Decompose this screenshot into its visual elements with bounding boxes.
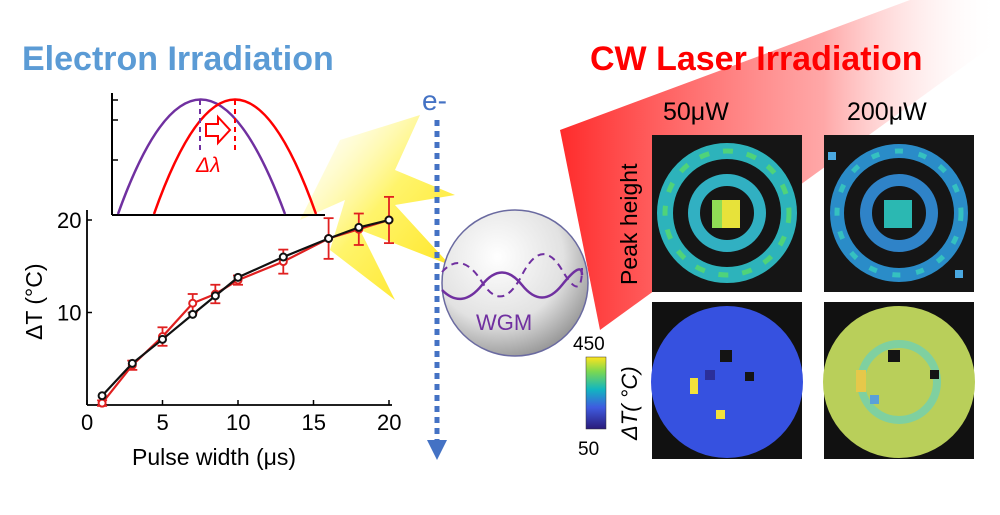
laser-irradiation-title: CW Laser Irradiation bbox=[590, 40, 923, 78]
simulation-point bbox=[127, 358, 137, 368]
colorbar-min-label: 50 bbox=[578, 439, 599, 460]
x-tick-label: 0 bbox=[81, 410, 93, 435]
electron-beam-label: e- bbox=[422, 85, 447, 116]
y-axis-label: ΔT (°C) bbox=[21, 263, 47, 340]
x-tick-label: 15 bbox=[302, 410, 326, 435]
y-tick-label: 20 bbox=[57, 208, 81, 233]
x-tick-label: 10 bbox=[226, 410, 250, 435]
delta-t-map-50uw bbox=[651, 302, 803, 459]
shift-arrow-icon bbox=[205, 114, 232, 146]
microsphere bbox=[441, 209, 589, 357]
power-label-50: 50μW bbox=[663, 98, 729, 126]
wgm-label: WGM bbox=[476, 310, 532, 335]
x-tick-label: 20 bbox=[377, 410, 401, 435]
inset-spectrum: Δλ bbox=[111, 93, 325, 216]
electron-irradiation-title: Electron Irradiation bbox=[22, 40, 334, 78]
simulation-point bbox=[324, 234, 334, 243]
lightning-bolt-icon bbox=[300, 115, 455, 300]
delta-lambda-label: Δλ bbox=[195, 154, 220, 177]
colorbar bbox=[585, 356, 607, 430]
delta-t-map-200uw bbox=[823, 302, 975, 459]
simulation-point bbox=[233, 272, 243, 282]
x-axis-label: Pulse width (μs) bbox=[132, 444, 296, 470]
measured-point bbox=[97, 398, 107, 408]
simulation-line bbox=[101, 218, 390, 397]
y-tick-label: 10 bbox=[57, 301, 81, 326]
right-resonance-peak bbox=[152, 98, 318, 215]
simulation-point bbox=[158, 334, 167, 344]
temperature-chart: 0 5 10 15 20 10 20 Pulse width (μs) ΔT (°C) bbox=[21, 195, 401, 470]
row-label-peak-height: Peak height bbox=[616, 163, 642, 285]
x-tick-label: 5 bbox=[157, 410, 169, 435]
simulation-point bbox=[278, 252, 288, 262]
simulation-point bbox=[354, 222, 364, 232]
left-resonance-peak bbox=[116, 98, 287, 215]
simulation-point bbox=[384, 215, 394, 225]
simulation-point bbox=[210, 291, 220, 301]
peak-height-map-50uw bbox=[652, 135, 802, 292]
wgm-wave-solid bbox=[441, 268, 584, 300]
measured-point bbox=[188, 298, 198, 308]
row-label-delta-t: ΔT( °C) bbox=[617, 366, 642, 441]
colorbar-max-label: 450 bbox=[573, 334, 605, 355]
simulation-point bbox=[97, 391, 107, 401]
peak-height-map-200uw bbox=[824, 135, 974, 292]
power-label-200: 200μW bbox=[847, 98, 927, 126]
electron-beam-arrowhead bbox=[427, 440, 447, 460]
simulation-point bbox=[188, 309, 198, 319]
